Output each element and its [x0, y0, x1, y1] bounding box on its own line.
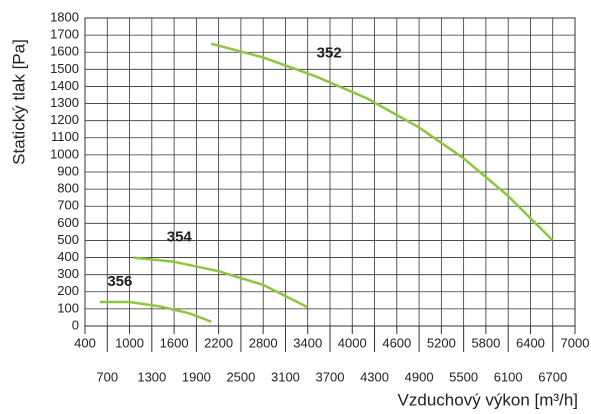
y-tick-label: 1600	[50, 44, 79, 59]
x-tick-label: 3400	[293, 335, 322, 350]
series-label: 352	[317, 44, 342, 61]
x-tick-label: 1300	[137, 369, 166, 384]
x-tick-label: 1600	[160, 335, 189, 350]
x-tick-label: 4300	[360, 369, 389, 384]
y-tick-label: 1400	[50, 78, 79, 93]
x-tick-label: 5500	[449, 369, 478, 384]
x-tick-label: 5800	[471, 335, 500, 350]
y-tick-label: 1800	[50, 9, 79, 24]
x-tick-label: 4600	[382, 335, 411, 350]
y-tick-label: 1000	[50, 146, 79, 161]
x-tick-label: 5200	[427, 335, 456, 350]
x-tick-label: 3700	[316, 369, 345, 384]
y-tick-label: 500	[57, 232, 79, 247]
y-tick-label: 1300	[50, 95, 79, 110]
x-tick-label: 6400	[516, 335, 545, 350]
series-label: 354	[167, 229, 193, 246]
x-tick-label: 7000	[561, 335, 590, 350]
x-tick-label: 6100	[494, 369, 523, 384]
y-tick-label: 1500	[50, 61, 79, 76]
series-label: 356	[107, 273, 132, 290]
curve	[99, 300, 212, 323]
x-tick-label: 4000	[338, 335, 367, 350]
x-tick-label: 6700	[538, 369, 567, 384]
x-axis-label: Vzduchový výkon [m³/h]	[398, 390, 578, 409]
x-tick-label: 700	[96, 369, 118, 384]
plot-frame	[84, 17, 576, 327]
y-tick-label: 0	[72, 317, 79, 332]
y-tick-label: 400	[57, 249, 79, 264]
y-tick-label: 300	[57, 266, 79, 281]
y-tick-label: 1700	[50, 27, 79, 42]
x-tick-label: 2800	[249, 335, 278, 350]
y-tick-label: 1200	[50, 112, 79, 127]
x-tick-label: 1000	[115, 335, 144, 350]
curve	[210, 42, 554, 242]
y-tick-label: 1100	[51, 129, 79, 144]
curve	[133, 256, 309, 309]
x-tick-label: 3100	[271, 369, 300, 384]
y-tick-label: 800	[57, 181, 79, 196]
x-tick-label: 400	[74, 335, 96, 350]
y-tick-label: 700	[57, 198, 79, 213]
y-tick-label: 200	[57, 283, 79, 298]
x-tick-label: 2200	[204, 335, 233, 350]
x-tick-label: 4900	[405, 369, 434, 384]
y-axis-label: Statický tlak [Pa]	[9, 39, 28, 165]
y-tick-label: 900	[57, 163, 79, 178]
x-tick-label: 2500	[226, 369, 255, 384]
y-tick-label: 100	[57, 300, 79, 315]
x-tick-label: 1900	[182, 369, 211, 384]
y-tick-label: 600	[57, 215, 79, 230]
